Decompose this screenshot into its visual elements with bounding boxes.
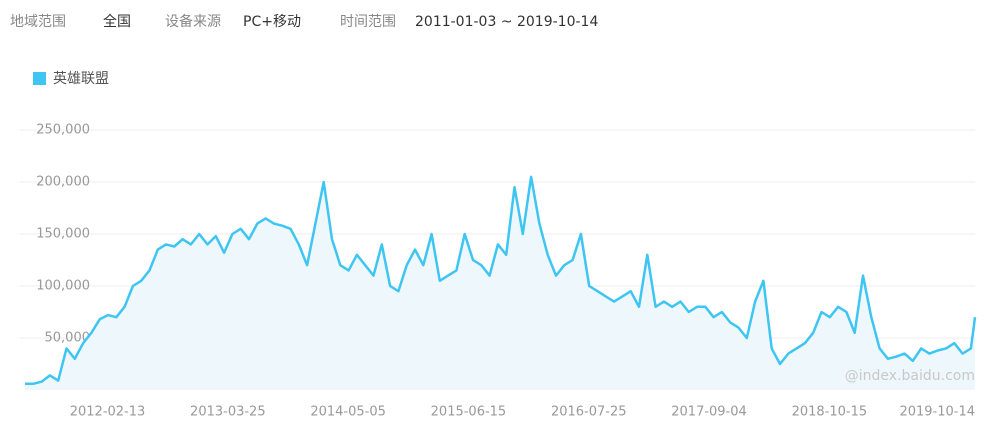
legend-label: 英雄联盟 (53, 70, 109, 87)
x-tick-label: 2016-07-25 (551, 405, 627, 420)
y-tick-label: 250,000 (36, 123, 90, 138)
y-tick-label: 50,000 (45, 331, 91, 346)
x-tick-label: 2015-06-15 (431, 405, 507, 420)
watermark: @index.baidu.com (845, 368, 975, 384)
area (25, 176, 975, 390)
y-tick-label: 150,000 (36, 227, 90, 242)
line (25, 175, 977, 386)
filter-value[interactable]: PC+移动 (243, 14, 301, 30)
filter-label: 设备来源 (165, 13, 221, 30)
x-tick-label: 2019-10-14 (899, 405, 975, 420)
filter-value[interactable]: 全国 (103, 13, 131, 30)
x-tick-label: 2014-05-05 (310, 405, 386, 420)
filter-label: 时间范围 (340, 13, 396, 30)
x-tick-label: 2018-10-15 (792, 405, 868, 420)
x-tick-label: 2012-02-13 (70, 405, 146, 420)
filter-label: 地域范围 (10, 13, 66, 30)
legend[interactable]: 英雄联盟 (33, 70, 109, 87)
x-tick-label: 2013-03-25 (190, 405, 266, 420)
filter-value[interactable]: 2011-01-03 ~ 2019-10-14 (415, 14, 598, 30)
legend-swatch (33, 72, 46, 85)
x-tick-label: 2017-09-04 (671, 405, 747, 420)
y-tick-label: 100,000 (36, 279, 90, 294)
y-tick-label: 200,000 (36, 175, 90, 190)
